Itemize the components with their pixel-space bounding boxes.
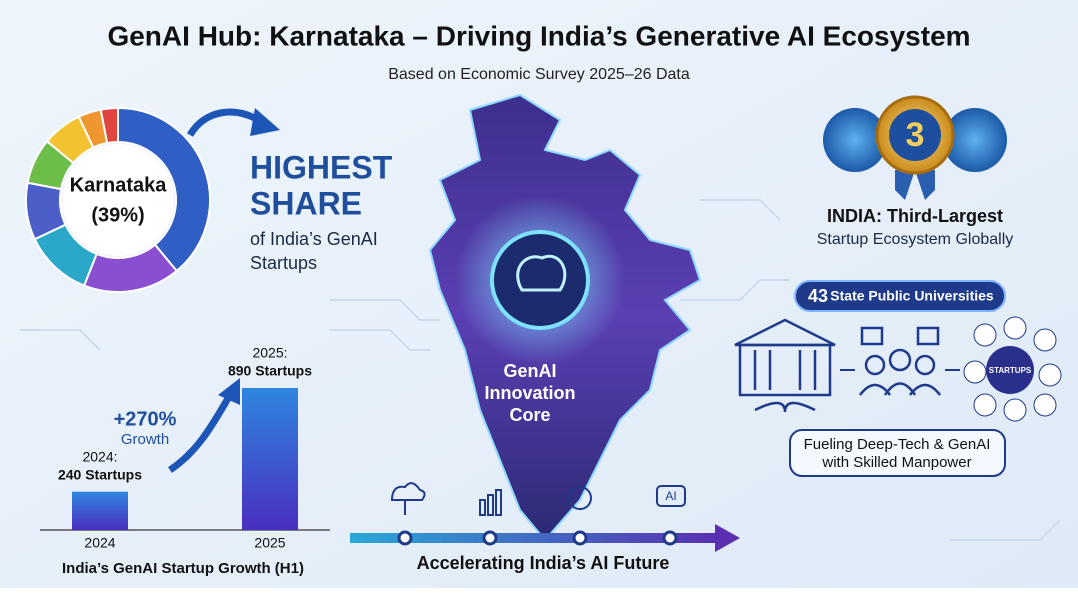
caption: with Skilled Manpower [821,454,971,471]
donut-segment [99,106,119,145]
universities-label: State Public Universities [830,288,994,304]
value-label: 240 Startups [58,466,142,482]
ribbon [915,170,935,200]
ai-icon-label: AI [665,489,676,503]
brain-icon [516,254,567,292]
medal-center [889,109,941,161]
globe-icon [943,108,1007,172]
donut-segment [117,106,211,273]
donut-center-label: Karnataka [70,174,168,196]
universities-count: 43 [808,286,828,306]
timeline-bar [350,533,720,543]
bar [242,388,298,530]
ranking-title: INDIA: Third-Largest [827,206,1003,226]
universities-pill [794,280,1006,312]
university-icon [734,318,836,413]
subtitle: Based on Economic Survey 2025–26 Data [388,66,690,83]
circuit-lines [20,199,1061,541]
startups-cluster [963,316,1062,422]
x-tick-label: 2024 [84,535,115,551]
map-label: Innovation [485,383,576,403]
value-label-title: 2024: [82,448,117,464]
bar [72,491,128,530]
caption: Fueling Deep-Tech & GenAI [804,436,991,453]
ranking-subtitle: Startup Ecosystem Globally [817,231,1014,248]
map-label: GenAI [503,361,556,381]
startups-hub-label: STARTUPS [989,366,1032,375]
donut-chart: Karnataka (39%) [25,106,211,293]
growth-arrow [168,393,234,473]
highlight-body: Startups [250,253,317,273]
timeline-label: Accelerating India’s AI Future [417,553,670,573]
x-tick-label: 2025 [254,535,285,551]
donut-center [62,144,174,256]
bar-chart-title: India’s GenAI Startup Growth (H1) [62,560,304,577]
donut-value-label: (39%) [91,204,144,226]
people-icon [859,326,941,396]
globe-icon [823,108,887,172]
arrow-head [218,378,240,405]
timeline-icons [390,482,686,516]
rank: 3 [906,116,925,154]
timeline-head [715,524,740,552]
core-ring [490,230,590,330]
map-label: Core [509,405,550,425]
value-label-title: 2025: [252,345,287,361]
highlight-title: HIGHEST [250,149,393,185]
caption-box [789,429,1006,477]
ribbon [895,170,915,200]
growth-value: +270% [114,408,177,430]
timeline-dots [397,530,678,546]
value-label: 890 Startups [228,363,312,379]
highlight-title: SHARE [250,185,362,221]
title: GenAI Hub: Karnataka – Driving India’s G… [107,20,970,51]
arrow-head [250,108,280,136]
highlight-body: of India’s GenAI [250,229,378,249]
growth-label: Growth [121,431,169,448]
bar-chart: 2024: 240 Startups 2024 2025: 890 Startups 20… [40,345,330,551]
